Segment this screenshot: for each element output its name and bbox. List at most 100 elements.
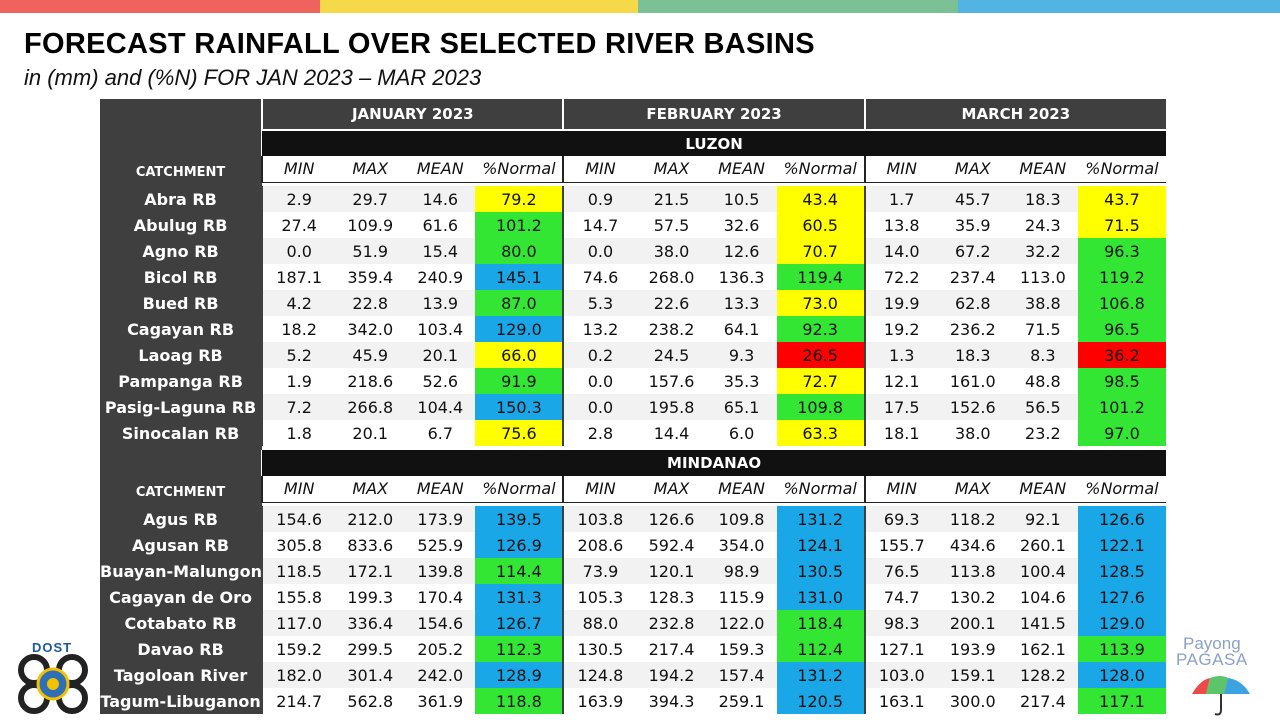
percent-normal-cell: 101.2 xyxy=(475,212,564,238)
max-cell: 342.0 xyxy=(335,316,406,342)
min-cell: 124.8 xyxy=(562,662,637,688)
column-header: MEAN xyxy=(1007,476,1078,503)
percent-normal-cell: 91.9 xyxy=(475,368,564,394)
min-cell: 103.8 xyxy=(562,506,637,532)
min-cell: 19.9 xyxy=(863,290,938,316)
max-cell: 29.7 xyxy=(335,186,406,212)
percent-normal-cell: 87.0 xyxy=(475,290,564,316)
column-header: %Normal xyxy=(1077,476,1166,503)
mean-cell: 6.0 xyxy=(706,420,777,446)
mean-cell: 154.6 xyxy=(405,610,476,636)
mean-cell: 122.0 xyxy=(706,610,777,636)
mean-cell: 260.1 xyxy=(1007,532,1078,558)
max-cell: 217.4 xyxy=(636,636,707,662)
min-cell: 0.0 xyxy=(562,394,637,420)
min-cell: 117.0 xyxy=(261,610,336,636)
mean-cell: 128.2 xyxy=(1007,662,1078,688)
percent-normal-cell: 72.7 xyxy=(776,368,865,394)
min-cell: 14.0 xyxy=(863,238,938,264)
percent-normal-cell: 60.5 xyxy=(776,212,865,238)
basin-name: Laoag RB xyxy=(100,342,263,368)
percent-normal-cell: 128.9 xyxy=(475,662,564,688)
max-cell: 268.0 xyxy=(636,264,707,290)
min-cell: 13.8 xyxy=(863,212,938,238)
percent-normal-cell: 129.0 xyxy=(1077,610,1166,636)
mean-cell: 170.4 xyxy=(405,584,476,610)
basin-name: Abra RB xyxy=(100,186,263,212)
region-header: LUZON xyxy=(262,130,1166,156)
mean-cell: 525.9 xyxy=(405,532,476,558)
column-header: MAX xyxy=(636,156,707,183)
percent-normal-cell: 73.0 xyxy=(776,290,865,316)
min-cell: 182.0 xyxy=(261,662,336,688)
umbrella-icon xyxy=(1192,676,1250,716)
min-cell: 163.9 xyxy=(562,688,637,714)
max-cell: 237.4 xyxy=(937,264,1008,290)
table-row: Cagayan de Oro 155.8 199.3 170.4 131.3 105.3 1… xyxy=(100,584,1166,610)
min-cell: 118.5 xyxy=(261,558,336,584)
basin-name: Cagayan de Oro xyxy=(100,584,263,610)
min-cell: 103.0 xyxy=(863,662,938,688)
dost-logo xyxy=(18,654,88,714)
percent-normal-cell: 124.1 xyxy=(776,532,865,558)
column-header-row: MIN MAX MEAN %Normal MIN MAX MEAN %Normal MIN MAX… xyxy=(100,156,1166,183)
mean-cell: 217.4 xyxy=(1007,688,1078,714)
mean-cell: 136.3 xyxy=(706,264,777,290)
basin-name: Abulug RB xyxy=(100,212,263,238)
column-header: %Normal xyxy=(475,156,564,183)
min-cell: 1.3 xyxy=(863,342,938,368)
table-row: Tagoloan River 182.0 301.4 242.0 128.9 124.8 1… xyxy=(100,662,1166,688)
column-header: MEAN xyxy=(706,476,777,503)
mean-cell: 56.5 xyxy=(1007,394,1078,420)
min-cell: 2.9 xyxy=(261,186,336,212)
table-row: Pampanga RB 1.9 218.6 52.6 91.9 0.0 157.6 35.3 7… xyxy=(100,368,1166,394)
min-cell: 17.5 xyxy=(863,394,938,420)
percent-normal-cell: 126.6 xyxy=(1077,506,1166,532)
percent-normal-cell: 117.1 xyxy=(1077,688,1166,714)
min-cell: 1.8 xyxy=(261,420,336,446)
top-stripe-yellow xyxy=(320,0,638,13)
mean-cell: 6.7 xyxy=(405,420,476,446)
percent-normal-cell: 119.4 xyxy=(776,264,865,290)
min-cell: 155.7 xyxy=(863,532,938,558)
min-cell: 0.9 xyxy=(562,186,637,212)
max-cell: 120.1 xyxy=(636,558,707,584)
min-cell: 74.7 xyxy=(863,584,938,610)
max-cell: 62.8 xyxy=(937,290,1008,316)
column-header: MAX xyxy=(335,156,406,183)
percent-normal-cell: 101.2 xyxy=(1077,394,1166,420)
max-cell: 238.2 xyxy=(636,316,707,342)
max-cell: 22.6 xyxy=(636,290,707,316)
percent-normal-cell: 96.5 xyxy=(1077,316,1166,342)
mean-cell: 18.3 xyxy=(1007,186,1078,212)
max-cell: 152.6 xyxy=(937,394,1008,420)
slide-title: FORECAST RAINFALL OVER SELECTED RIVER BA… xyxy=(24,28,815,60)
percent-normal-cell: 96.3 xyxy=(1077,238,1166,264)
mean-cell: 10.5 xyxy=(706,186,777,212)
min-cell: 155.8 xyxy=(261,584,336,610)
min-cell: 13.2 xyxy=(562,316,637,342)
table-row: Davao RB 159.2 299.5 205.2 112.3 130.5 217.4 15… xyxy=(100,636,1166,662)
mean-cell: 14.6 xyxy=(405,186,476,212)
mean-cell: 35.3 xyxy=(706,368,777,394)
column-header-row: MIN MAX MEAN %Normal MIN MAX MEAN %Normal MIN MAX… xyxy=(100,476,1166,503)
column-header: MEAN xyxy=(405,476,476,503)
mean-cell: 52.6 xyxy=(405,368,476,394)
basin-name: Agno RB xyxy=(100,238,263,264)
mean-cell: 48.8 xyxy=(1007,368,1078,394)
max-cell: 128.3 xyxy=(636,584,707,610)
mean-cell: 104.6 xyxy=(1007,584,1078,610)
max-cell: 45.7 xyxy=(937,186,1008,212)
min-cell: 18.2 xyxy=(261,316,336,342)
max-cell: 299.5 xyxy=(335,636,406,662)
max-cell: 157.6 xyxy=(636,368,707,394)
mean-cell: 103.4 xyxy=(405,316,476,342)
region-header-row: CATCHMENT LUZON xyxy=(100,130,1166,182)
percent-normal-cell: 130.5 xyxy=(776,558,865,584)
mean-cell: 64.1 xyxy=(706,316,777,342)
mean-cell: 32.6 xyxy=(706,212,777,238)
column-header: MIN xyxy=(261,156,336,183)
min-cell: 214.7 xyxy=(261,688,336,714)
table-row: Laoag RB 5.2 45.9 20.1 66.0 0.2 24.5 9.3 26.5 1.3… xyxy=(100,342,1166,368)
column-header: MEAN xyxy=(405,156,476,183)
